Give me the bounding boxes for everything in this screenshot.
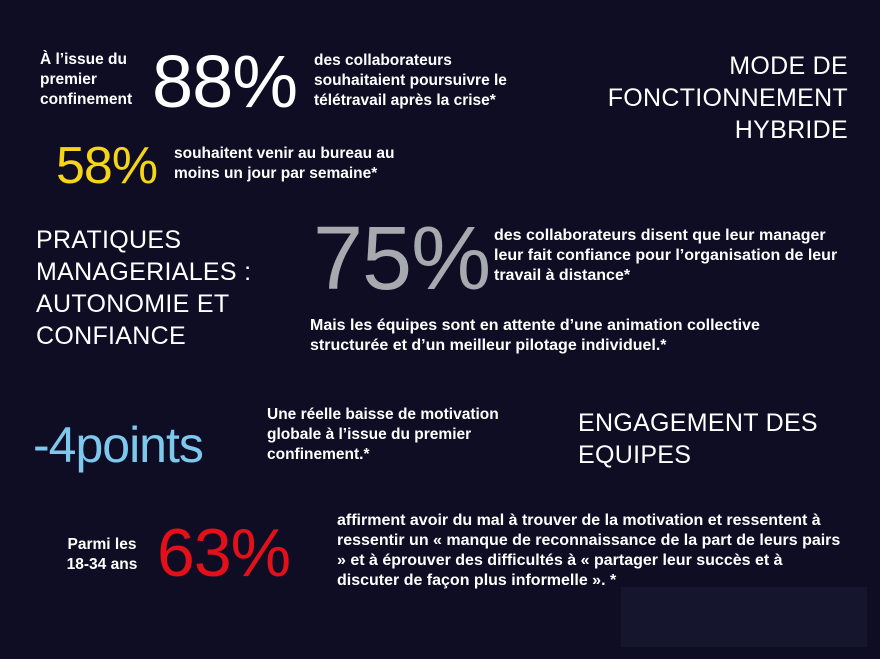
stat-minus-4-points-text: Une réelle baisse de motivation globale … bbox=[267, 406, 499, 463]
corner-decoration bbox=[621, 587, 867, 647]
stat-58-text: souhaitent venir au bureau au moins un j… bbox=[174, 145, 395, 182]
stat-75-note: Mais les équipes sont en attente d’une a… bbox=[310, 317, 760, 354]
stat-88-text: des collaborateurs souhaitaient poursuiv… bbox=[314, 52, 507, 109]
stat-75-value: 75% bbox=[313, 209, 491, 309]
heading-hybrid-mode: MODE DE FONCTIONNEMENT HYBRIDE bbox=[607, 52, 848, 144]
heading-management-practices: PRATIQUES MANAGERIALES : AUTONOMIE ET CO… bbox=[36, 226, 252, 350]
stat-63-prefix: Parmi les 18-34 ans bbox=[66, 536, 138, 573]
stat-88-value: 88% bbox=[152, 40, 298, 123]
stat-minus-4-points-value: -4points bbox=[33, 417, 204, 473]
stat-63-text: affirment avoir du mal à trouver de la m… bbox=[337, 512, 841, 589]
stat-58-value: 58% bbox=[56, 137, 158, 195]
stat-63-value: 63% bbox=[157, 515, 291, 591]
heading-team-engagement: ENGAGEMENT DES EQUIPES bbox=[578, 409, 818, 469]
stat-75-text: des collaborateurs disent que leur manag… bbox=[494, 227, 838, 284]
stat-88-prefix: À l’issue du premier confinement bbox=[40, 51, 133, 108]
